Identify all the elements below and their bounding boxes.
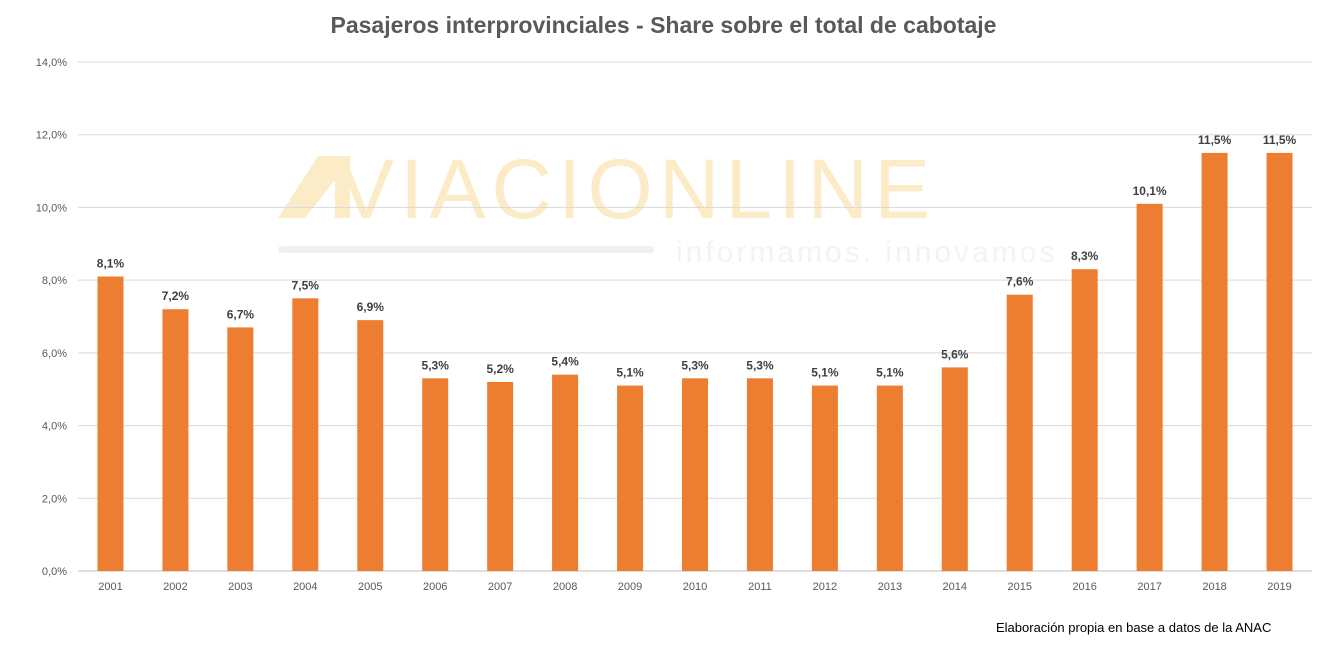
x-tick-label: 2018 [1202, 581, 1226, 593]
data-label: 10,1% [1133, 184, 1167, 198]
bar [1071, 269, 1098, 571]
y-tick-label: 14,0% [36, 57, 67, 69]
y-axis-tick-labels: 0,0% 2,0% 4,0% 6,0% 8,0% 10,0% 12,0% 14,0% [36, 57, 67, 578]
bar [227, 327, 254, 571]
aviacionline-watermark: VIACIONLINE informamos. innovamos [278, 142, 1057, 269]
watermark-brand: VIACIONLINE [338, 142, 936, 236]
data-label: 5,1% [876, 366, 904, 380]
data-label: 6,7% [227, 307, 255, 321]
data-label: 5,6% [941, 347, 969, 361]
data-label: 5,1% [616, 366, 644, 380]
bar [811, 385, 838, 571]
data-label: 5,3% [746, 358, 774, 372]
data-label: 7,5% [292, 278, 320, 292]
x-tick-label: 2011 [748, 581, 772, 593]
x-tick-label: 2004 [293, 581, 317, 593]
x-axis-tick-labels: 2001 2002 2003 2004 2005 2006 2007 2008 2009 2010… [98, 581, 1292, 593]
x-tick-label: 2014 [943, 581, 967, 593]
data-labels: 8,1% 7,2% 6,7% 7,5% 6,9% 5,3% 5,2% 5,4% 5,1% 5,3%… [97, 133, 1297, 380]
bar [97, 276, 124, 571]
bar [1201, 152, 1228, 571]
data-label: 5,1% [811, 366, 839, 380]
x-tick-label: 2010 [683, 581, 707, 593]
x-tick-label: 2009 [618, 581, 642, 593]
x-tick-label: 2015 [1007, 581, 1031, 593]
x-tick-label: 2017 [1137, 581, 1161, 593]
data-label: 5,4% [551, 355, 579, 369]
bar [162, 309, 189, 571]
data-label: 8,3% [1071, 249, 1099, 263]
data-label: 5,2% [486, 362, 514, 376]
bar [487, 381, 514, 571]
bar [941, 367, 968, 571]
x-tick-label: 2006 [423, 581, 447, 593]
y-tick-label: 6,0% [42, 348, 67, 360]
bar [422, 378, 449, 571]
data-label: 6,9% [357, 300, 385, 314]
data-label: 5,3% [422, 358, 450, 372]
bar [682, 378, 708, 571]
y-tick-label: 8,0% [42, 275, 67, 287]
bar [1136, 203, 1163, 572]
bar [357, 320, 384, 571]
bar [1006, 294, 1033, 571]
y-tick-label: 10,0% [36, 202, 67, 214]
data-label: 8,1% [97, 257, 125, 271]
bar [746, 378, 773, 571]
x-tick-label: 2001 [98, 581, 122, 593]
y-tick-label: 4,0% [42, 421, 67, 433]
source-note: Elaboración propia en base a datos de la… [996, 620, 1272, 635]
watermark-logo-mark [278, 156, 350, 218]
data-label: 11,5% [1263, 133, 1297, 147]
bar [876, 385, 903, 571]
bar [1266, 152, 1293, 571]
x-tick-label: 2019 [1267, 581, 1291, 593]
y-tick-label: 2,0% [42, 493, 67, 505]
x-tick-label: 2003 [228, 581, 252, 593]
x-tick-label: 2005 [358, 581, 382, 593]
bars [97, 152, 1293, 572]
x-tick-label: 2002 [163, 581, 187, 593]
x-tick-label: 2016 [1072, 581, 1096, 593]
x-tick-label: 2007 [488, 581, 512, 593]
y-tick-label: 12,0% [36, 130, 67, 142]
bar [292, 298, 319, 571]
bar [552, 374, 579, 571]
x-tick-label: 2012 [813, 581, 837, 593]
data-label: 7,6% [1006, 275, 1034, 289]
data-label: 7,2% [162, 289, 190, 303]
x-tick-label: 2013 [878, 581, 902, 593]
data-label: 11,5% [1198, 133, 1232, 147]
y-tick-label: 0,0% [42, 566, 67, 578]
bar [617, 385, 644, 571]
gridlines [78, 61, 1312, 572]
chart-title: Pasajeros interprovinciales - Share sobr… [330, 12, 997, 38]
watermark-underline [278, 246, 654, 253]
x-tick-label: 2008 [553, 581, 577, 593]
data-label: 5,3% [681, 358, 709, 372]
watermark-tagline: informamos. innovamos [676, 236, 1057, 269]
